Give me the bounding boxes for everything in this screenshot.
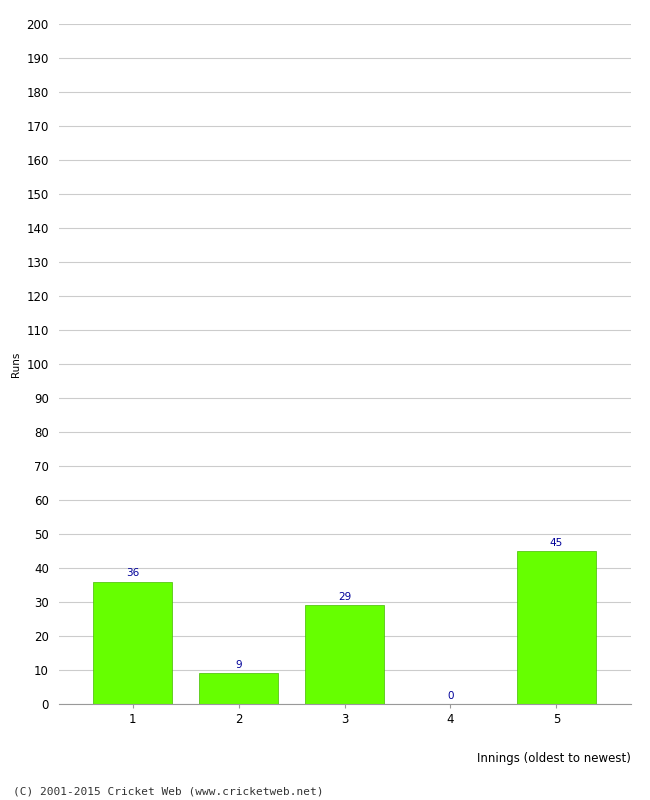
Bar (305, 606, 384, 704)
Bar (517, 551, 596, 704)
Bar (199, 674, 278, 704)
Bar (93, 582, 172, 704)
Text: Innings (oldest to newest): Innings (oldest to newest) (476, 752, 630, 765)
Text: (C) 2001-2015 Cricket Web (www.cricketweb.net): (C) 2001-2015 Cricket Web (www.cricketwe… (13, 786, 324, 796)
Text: 36: 36 (126, 568, 139, 578)
Text: 9: 9 (235, 660, 242, 670)
Text: 29: 29 (338, 592, 351, 602)
Text: 0: 0 (447, 690, 454, 701)
Text: 45: 45 (550, 538, 563, 547)
Y-axis label: Runs: Runs (11, 351, 21, 377)
